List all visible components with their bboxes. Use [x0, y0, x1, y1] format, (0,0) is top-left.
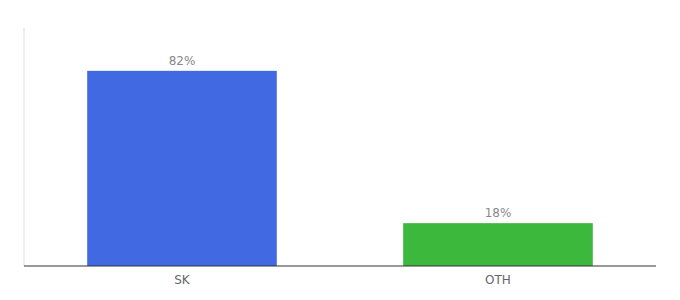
bar	[87, 71, 277, 266]
chart-svg: SK OTH 82% 18%	[0, 0, 680, 300]
x-tick-label: SK	[174, 273, 191, 287]
x-axis-line	[24, 266, 656, 267]
data-label: 82%	[169, 54, 196, 68]
data-labels: 82% 18%	[169, 54, 512, 220]
x-tick-label: OTH	[485, 273, 511, 287]
bars	[87, 71, 593, 266]
chart-container: SK OTH 82% 18%	[0, 0, 680, 300]
data-label: 18%	[485, 206, 512, 220]
bar	[403, 223, 593, 266]
y-axis-line	[24, 28, 25, 266]
x-tick-labels: SK OTH	[174, 273, 511, 287]
